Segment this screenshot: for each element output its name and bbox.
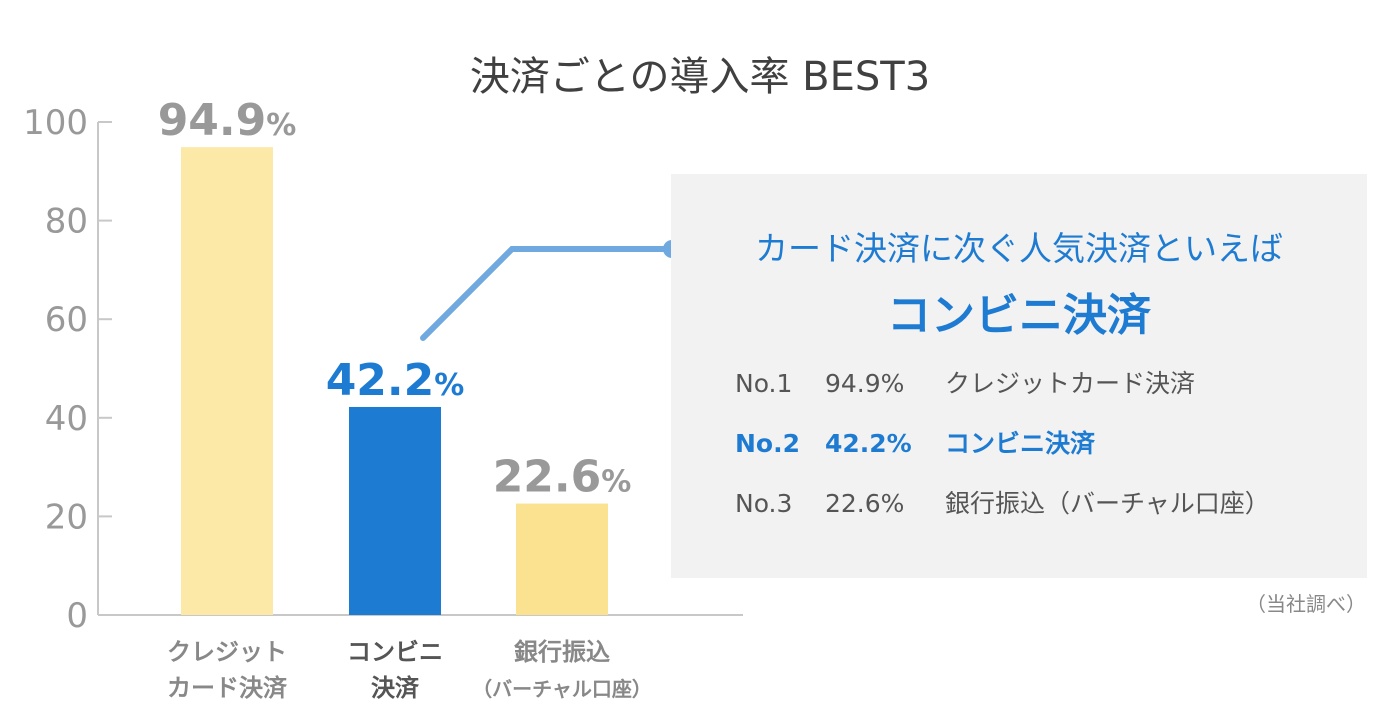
method-name: クレジットカード決済 (945, 369, 1196, 398)
rank: No.3 (735, 489, 793, 518)
source-note: （当社調べ） (1246, 592, 1366, 616)
data-label: 42.2% (326, 355, 465, 406)
callout-connector-line (420, 246, 675, 341)
data-label: 22.6% (493, 452, 632, 503)
percent: 22.6% (825, 489, 905, 518)
y-tick-label: 40 (45, 399, 88, 439)
ranking-row-3: No.3 22.6% 銀行振込（バーチャル口座） (735, 484, 1270, 520)
percent: 94.9% (825, 369, 905, 398)
bar-2 (349, 406, 441, 615)
x-tick-label: カード決済 (167, 674, 288, 702)
y-tick-label: 80 (45, 202, 88, 242)
y-tick-label: 0 (66, 596, 88, 636)
x-tick-label: コンビニ (347, 638, 443, 666)
rank: No.1 (735, 369, 793, 398)
ranking-row-2: No.2 42.2% コンビニ決済 (735, 424, 1095, 460)
chart-title: 決済ごとの導入率 BEST3 (469, 54, 931, 100)
x-tick-label: クレジット (167, 638, 287, 666)
callout-lead: カード決済に次ぐ人気決済といえば (755, 229, 1283, 268)
callout-headline: コンビニ決済 (887, 290, 1151, 341)
bar-3 (516, 503, 608, 615)
method-name: コンビニ決済 (945, 429, 1096, 458)
x-tick-label: 銀行振込 (514, 638, 610, 666)
method-name: 銀行振込（バーチャル口座） (945, 489, 1270, 518)
bar-1 (181, 147, 273, 615)
y-tick-label: 20 (45, 497, 88, 537)
y-tick-label: 100 (23, 103, 88, 143)
x-tick-label: （バーチャル口座） (472, 677, 652, 701)
y-tick-label: 60 (45, 300, 88, 340)
x-tick-label: 決済 (371, 674, 420, 702)
callout-box: カード決済に次ぐ人気決済といえば コンビニ決済 No.1 94.9% クレジットカー… (671, 174, 1367, 578)
ranking-row-1: No.1 94.9% クレジットカード決済 (735, 364, 1195, 400)
percent: 42.2% (825, 429, 912, 458)
rank: No.2 (735, 429, 800, 458)
data-label: 94.9% (158, 95, 297, 146)
